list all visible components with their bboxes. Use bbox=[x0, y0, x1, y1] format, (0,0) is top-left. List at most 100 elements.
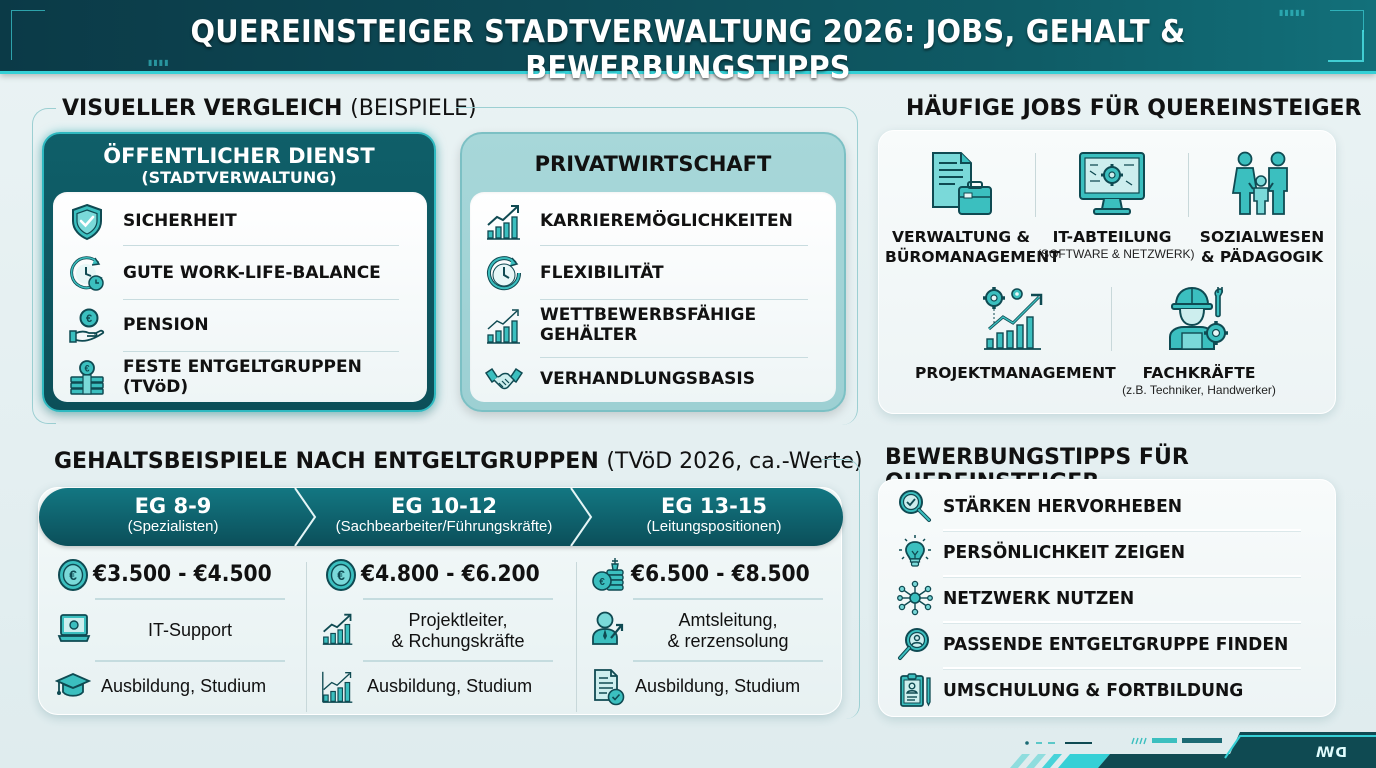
job-label-line1: FACHKRÄFTE bbox=[1142, 364, 1256, 382]
divider bbox=[306, 562, 307, 712]
public-card-title: ÖFFENTLICHER DIENST bbox=[103, 144, 375, 168]
magnifier-check-icon bbox=[897, 488, 933, 524]
eg-subtitle: (Spezialisten) bbox=[127, 518, 219, 535]
hud-dots-decoration: ▮▮▮▮▮ bbox=[1278, 8, 1306, 17]
list-item: UMSCHULUNG & FORTBILDUNG bbox=[879, 668, 1335, 714]
page-title: QUEREINSTEIGER STADTVERWALTUNG 2026: JOB… bbox=[190, 14, 1186, 86]
list-item: SICHERHEIT bbox=[53, 196, 427, 248]
divider bbox=[540, 357, 808, 358]
hud-corner-decoration bbox=[1330, 10, 1364, 32]
role-line1: IT-Support bbox=[147, 620, 233, 640]
job-label-line1: PROJEKTMANAGEMENT bbox=[915, 364, 1116, 382]
growth-chart-icon bbox=[321, 612, 355, 651]
graduation-cap-icon bbox=[54, 672, 92, 705]
divider bbox=[95, 598, 285, 600]
monitor-gear-icon bbox=[1078, 151, 1146, 217]
feature-label: FESTE ENTGELTGRUPPEN (TVöD) bbox=[123, 357, 362, 397]
public-service-card: ÖFFENTLICHER DIENST (STADTVERWALTUNG) SI… bbox=[42, 132, 436, 412]
coin-stack-chess-icon: € bbox=[591, 556, 627, 597]
divider bbox=[633, 660, 823, 662]
role-label: IT-Support bbox=[95, 620, 285, 641]
svg-text:€: € bbox=[337, 567, 345, 583]
divider bbox=[943, 575, 1301, 577]
svg-text:€: € bbox=[599, 577, 605, 588]
list-item: FLEXIBILITÄT bbox=[470, 248, 836, 300]
tip-label: PASSENDE ENTGELTGRUPPE FINDEN bbox=[943, 634, 1289, 655]
clock-refresh-icon bbox=[484, 254, 524, 294]
svg-text:€: € bbox=[86, 313, 92, 325]
svg-text:€: € bbox=[84, 364, 89, 374]
job-item-it: IT-ABTEILUNG (SOFTWARE & NETZWERK) bbox=[1037, 151, 1195, 262]
hud-corner-decoration bbox=[1328, 30, 1364, 62]
education-label: Ausbildung, Studium bbox=[635, 676, 801, 696]
salary-title-light: (TVöD 2026, ca.-Werte) bbox=[606, 449, 863, 474]
list-item: PERSÖNLICHKEIT ZEIGEN bbox=[879, 530, 1335, 577]
hand-euro-coin-icon: € bbox=[67, 306, 107, 346]
feature-label-line1: WETTBEWERBSFÄHIGE bbox=[540, 305, 757, 325]
euro-coin-icon: € bbox=[57, 558, 89, 597]
divider bbox=[363, 598, 553, 600]
worker-wrench-icon bbox=[1166, 285, 1232, 351]
handshake-icon bbox=[484, 360, 524, 400]
divider bbox=[943, 667, 1301, 669]
hud-dots-decoration: ▮▮▮▮ bbox=[148, 58, 170, 67]
clock-refresh-icon bbox=[67, 254, 107, 294]
section-bracket bbox=[32, 108, 56, 424]
list-item: WETTBEWERBSFÄHIGE GEHÄLTER bbox=[470, 300, 836, 352]
private-sector-card: PRIVATWIRTSCHAFT KARRIEREMÖGLICHKEITEN F… bbox=[460, 132, 846, 412]
divider bbox=[123, 245, 399, 246]
comparison-title: VISUELLER VERGLEICH (BEISPIELE) bbox=[62, 96, 477, 121]
salary-amount: €6.500 - €8.500 bbox=[631, 562, 810, 587]
jobs-title: HÄUFIGE JOBS FÜR QUEREINSTEIGER bbox=[906, 96, 1362, 121]
role-line1: Projektleiter, bbox=[408, 610, 508, 630]
divider bbox=[1035, 153, 1036, 217]
eg-title: EG 10-12 bbox=[390, 494, 498, 518]
document-check-icon bbox=[593, 668, 625, 711]
list-item: PASSENDE ENTGELTGRUPPE FINDEN bbox=[879, 622, 1335, 669]
job-item-projektmanagement: PROJEKTMANAGEMENT bbox=[915, 285, 1116, 383]
lightbulb-icon bbox=[897, 534, 933, 570]
feature-label: WETTBEWERBSFÄHIGE GEHÄLTER bbox=[540, 305, 757, 345]
chevron-right-icon bbox=[294, 488, 317, 546]
list-item: KARRIEREMÖGLICHKEITEN bbox=[470, 196, 836, 248]
feature-label: GUTE WORK-LIFE-BALANCE bbox=[123, 263, 381, 284]
eg-title: EG 8-9 bbox=[134, 494, 212, 518]
divider bbox=[943, 621, 1301, 623]
eg-group-8-9: EG 8-9 (Spezialisten) bbox=[39, 494, 307, 535]
job-label-line2: & PÄDAGOGIK bbox=[1200, 248, 1324, 267]
divider bbox=[540, 299, 808, 300]
public-card-subtitle: (STADTVERWALTUNG) bbox=[141, 168, 337, 187]
footer-decoration bbox=[1010, 732, 1376, 768]
divider bbox=[1111, 287, 1112, 351]
role-line1: Amtsleitung, bbox=[678, 610, 778, 630]
euro-coin-icon: € bbox=[325, 558, 357, 597]
eg-group-10-12: EG 10-12 (Sachbearbeiter/Führungskräfte) bbox=[309, 494, 579, 535]
section-bracket bbox=[822, 459, 860, 719]
tips-card: STÄRKEN HERVORHEBEN PERSÖNLICHKEIT ZEIGE… bbox=[878, 479, 1336, 717]
job-item-fachkraefte: FACHKRÄFTE (z.B. Techniker, Handwerker) bbox=[1113, 285, 1285, 397]
job-label-sub: (SOFTWARE & NETZWERK) bbox=[1037, 247, 1195, 262]
job-item-sozialwesen: SOZIALWESEN & PÄDAGOGIK bbox=[1189, 151, 1335, 267]
network-icon bbox=[897, 580, 933, 616]
divider bbox=[1188, 153, 1189, 217]
list-item: € FESTE ENTGELTGRUPPEN (TVöD) bbox=[53, 352, 427, 404]
euro-coin-stack-icon: € bbox=[67, 358, 107, 398]
growth-chart-icon bbox=[321, 670, 355, 709]
role-line2: & rerzensolung bbox=[667, 630, 789, 651]
job-label-line1: VERWALTUNG & bbox=[892, 228, 1030, 246]
list-item: STÄRKEN HERVORHEBEN bbox=[879, 484, 1335, 531]
comparison-title-bold: VISUELLER VERGLEICH bbox=[62, 96, 343, 121]
salary-column: € €4.800 - €6.200 Projektleiter, & Rchun… bbox=[307, 554, 577, 714]
feature-label-line2: GEHÄLTER bbox=[540, 324, 638, 345]
divider bbox=[123, 299, 399, 300]
divider bbox=[943, 529, 1301, 531]
salary-amount: €4.800 - €6.200 bbox=[361, 562, 540, 587]
divider bbox=[576, 562, 577, 712]
role-label: Amtsleitung, & rerzensolung bbox=[633, 610, 823, 651]
salary-column: € €6.500 - €8.500 Amtsleitung, & rerzens… bbox=[577, 554, 843, 714]
document-briefcase-icon bbox=[929, 151, 993, 217]
chevron-right-icon bbox=[570, 488, 593, 546]
divider bbox=[95, 660, 285, 662]
feature-label: FLEXIBILITÄT bbox=[540, 263, 664, 284]
eg-subtitle: (Sachbearbeiter/Führungskräfte) bbox=[335, 518, 553, 535]
